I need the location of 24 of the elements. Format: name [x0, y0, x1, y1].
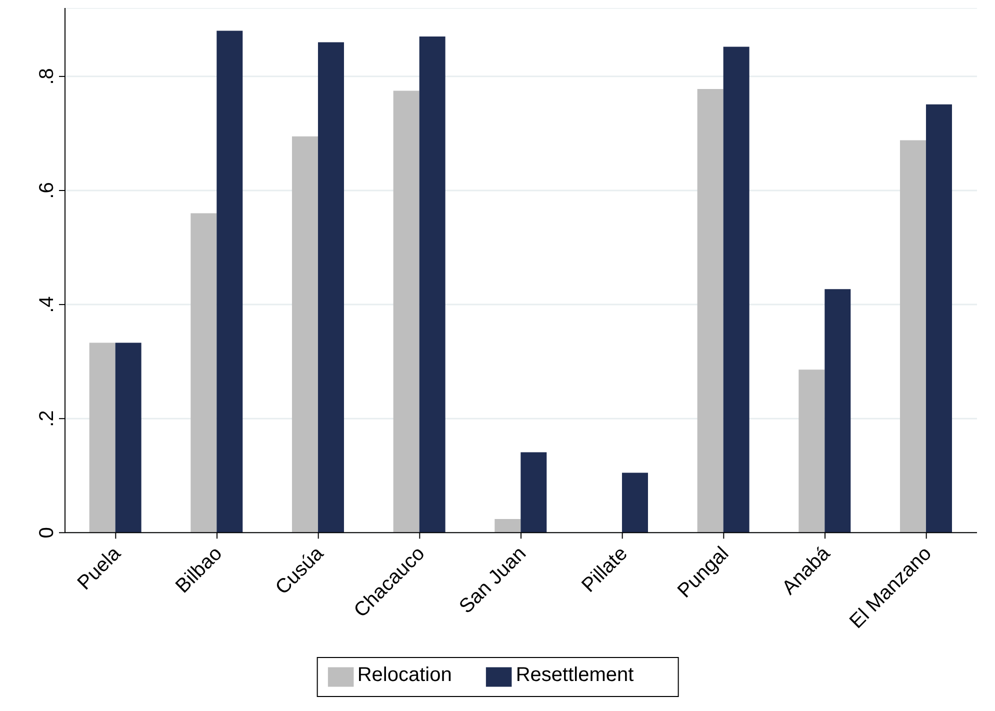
bar	[419, 36, 446, 533]
bar	[318, 42, 344, 533]
bar	[115, 342, 142, 533]
y-tick-label: .8	[36, 68, 58, 85]
bar	[520, 452, 547, 533]
bar	[926, 104, 952, 533]
bar	[190, 213, 217, 533]
bar	[292, 136, 318, 533]
legend-label: Relocation	[357, 664, 452, 686]
y-tick-label: 0	[36, 527, 58, 538]
bar	[723, 46, 750, 533]
bar	[798, 370, 825, 533]
bar	[697, 88, 724, 533]
bar	[824, 289, 851, 533]
y-tick-label: .2	[36, 410, 58, 427]
legend-label: Resettlement	[516, 664, 634, 686]
bar	[216, 30, 243, 533]
y-tick-label: .4	[36, 296, 58, 313]
y-tick-label: .6	[36, 182, 58, 199]
bar	[393, 90, 420, 533]
bar	[494, 518, 521, 533]
bar	[89, 342, 116, 533]
bar	[622, 472, 648, 533]
bar	[900, 140, 926, 533]
